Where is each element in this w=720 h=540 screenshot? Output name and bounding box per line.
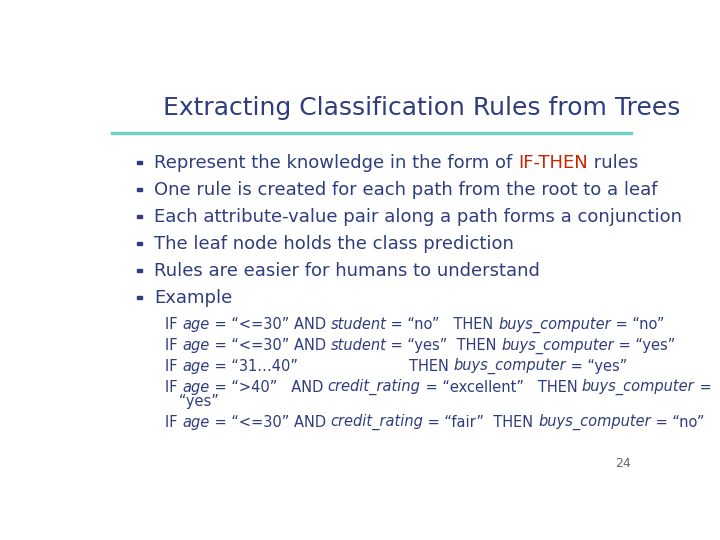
Text: Extracting Classification Rules from Trees: Extracting Classification Rules from Tre… [163,97,680,120]
Bar [138,188,142,191]
Text: Each attribute-value pair along a path forms a conjunction: Each attribute-value pair along a path f… [154,207,682,226]
Bar [138,296,142,299]
Text: = “>40”   AND: = “>40” AND [210,380,328,395]
Text: IF: IF [166,415,182,430]
Text: = “yes”: = “yes” [614,338,675,353]
Text: age: age [182,338,210,353]
Text: buys_computer: buys_computer [582,379,695,395]
Text: Represent the knowledge in the form of: Represent the knowledge in the form of [154,153,518,172]
Text: = “<=30” AND: = “<=30” AND [210,317,330,332]
Text: = “fair”  THEN: = “fair” THEN [423,415,538,430]
Text: One rule is created for each path from the root to a leaf: One rule is created for each path from t… [154,180,657,199]
Text: credit_rating: credit_rating [328,379,420,395]
Text: buys_computer: buys_computer [498,316,611,333]
Text: rules: rules [588,153,638,172]
Text: =: = [695,380,711,395]
Bar [138,161,142,164]
Text: = “excellent”   THEN: = “excellent” THEN [420,380,582,395]
Text: student: student [330,338,387,353]
Text: credit_rating: credit_rating [330,414,423,430]
Text: 24: 24 [616,457,631,470]
Text: IF: IF [166,317,182,332]
Bar [138,215,142,218]
Text: = “no”: = “no” [651,415,704,430]
Text: = “no”   THEN: = “no” THEN [387,317,498,332]
Text: = “no”: = “no” [611,317,665,332]
Text: “yes”: “yes” [166,394,219,409]
Text: age: age [182,415,210,430]
Text: The leaf node holds the class prediction: The leaf node holds the class prediction [154,234,514,253]
Text: buys_computer: buys_computer [453,358,566,374]
Text: Example: Example [154,289,233,307]
Text: IF-THEN: IF-THEN [518,153,588,172]
Text: buys_computer: buys_computer [501,338,614,354]
Text: student: student [330,317,387,332]
Text: Rules are easier for humans to understand: Rules are easier for humans to understan… [154,261,540,280]
Text: age: age [182,317,210,332]
Bar [138,269,142,272]
Text: IF: IF [166,338,182,353]
Text: = “yes”: = “yes” [566,359,627,374]
Text: age: age [182,380,210,395]
Text: IF: IF [166,380,182,395]
Text: IF: IF [166,359,182,374]
Bar [138,242,142,245]
Text: = “yes”  THEN: = “yes” THEN [387,338,501,353]
Text: buys_computer: buys_computer [538,414,651,430]
Text: age: age [182,359,210,374]
Text: = “<=30” AND: = “<=30” AND [210,415,330,430]
Text: = “31…40”                        THEN: = “31…40” THEN [210,359,453,374]
Text: = “<=30” AND: = “<=30” AND [210,338,330,353]
